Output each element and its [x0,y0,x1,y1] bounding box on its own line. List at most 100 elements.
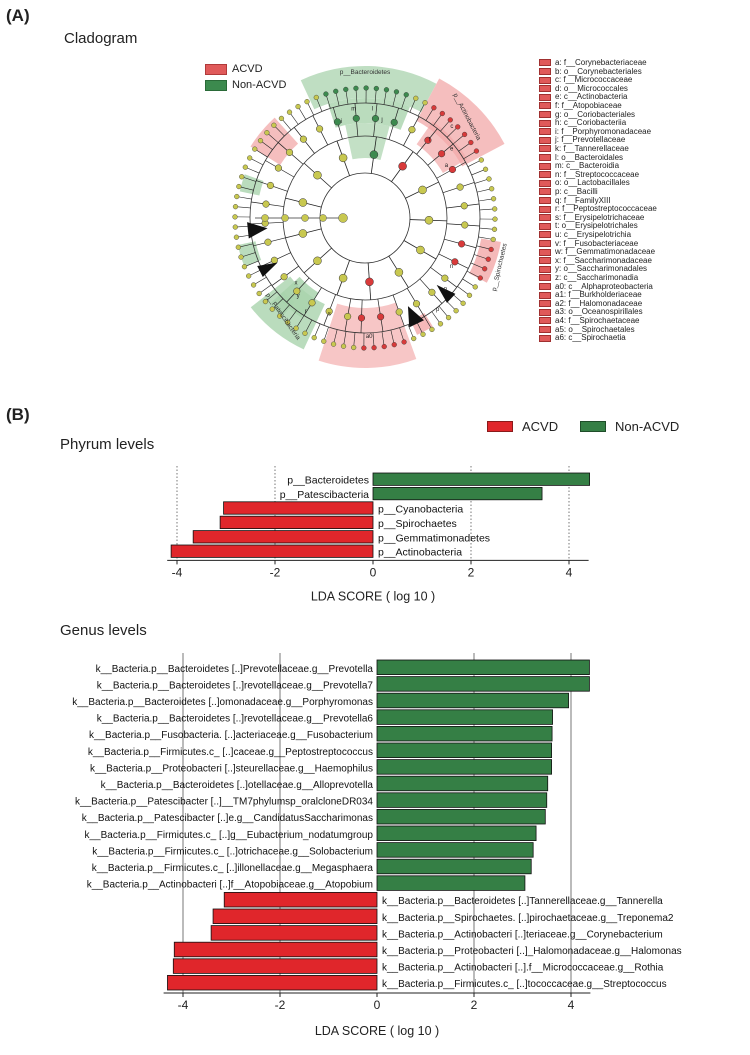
lda-bar [376,692,569,709]
clade-key-item: x: f__Saccharimonadaceae [539,256,652,265]
leaf-node [246,273,252,279]
clade-key-item: a5: o__Spirochaetales [539,325,635,334]
lda-bar [376,792,548,808]
leaf-branch [353,332,356,346]
root-spoke-node [281,214,289,222]
leaf-node [490,196,497,202]
leaf-branch [246,260,259,267]
clade-letter: j [380,117,382,123]
genus-chart-title: Genus levels [60,622,147,639]
leaf-branch [316,99,323,112]
leaf-node [403,92,409,98]
clade-key-item: a1: f__Burkholderiaceae [539,290,642,299]
clade-letter: y [297,294,300,300]
clade-key-swatch [539,282,551,290]
leaf-branch [326,95,331,109]
x-tick-label: 2 [468,565,475,579]
cladogram-legend-swatch-nonacvd [205,80,227,91]
x-tick-label: -4 [178,998,189,1012]
genus-lda-chart: k__Bacteria.p__Bacteroidetes [..]Prevote… [72,653,682,1038]
clade-key-swatch [539,308,551,316]
leaf-branch [478,236,492,240]
clade-key-item: o: o__Lactobacillales [539,178,630,187]
lda-bar-label: k__Bacteria.p__Patescibacter [..]e.g__Ca… [82,813,373,824]
leaf-node [293,325,299,331]
leaf-branch [343,331,347,345]
leaf-node [330,341,337,347]
leaf-node [447,117,453,123]
leaf-branch [355,90,358,104]
clade-letter: o [444,286,448,292]
clade-key-text: z: c__Saccharimonadia [555,273,639,282]
sector-bacteroidales [345,123,390,161]
mid-node [371,114,380,123]
lda-bar-label: p__Bacteroidetes [287,475,369,487]
leaf-node [321,338,327,344]
root-spoke-node [301,214,309,222]
clade-key-swatch [539,67,551,75]
clade-letter: a [445,163,449,169]
clade-key-text: f: f__Atopobiaceae [555,101,622,110]
leaf-node [491,226,498,232]
outer-ring [249,102,481,334]
clade-key-text: a: f__Corynebacteriaceae [555,58,647,67]
leaf-branch [256,149,268,158]
leaf-node [232,204,239,210]
leaf-node [239,174,245,180]
leaf-node [477,275,483,281]
inner-node [365,277,374,287]
clade-key-text: a0: c__Alphaproteobacteria [555,281,653,291]
sector-saccharimonadia [277,276,319,319]
clade-key-swatch [539,110,551,118]
lda-legend-swatch-acvd [487,421,513,432]
phylum-lda-chart: p__Bacteroidetes p__Patescibacteria p__Cya… [167,466,590,603]
lda-bar [170,544,374,558]
leaf-node [490,236,496,243]
leaf-branch [333,329,338,343]
clade-key-text: d: o__Micrococcales [555,83,628,93]
x-axis-label: LDA SCORE ( log 10 ) [315,1024,439,1038]
leaf-branch [372,332,375,346]
leaf-node [236,183,242,190]
leaf-branch [423,316,432,328]
leaf-node [391,342,397,348]
lda-bar-label: k__Bacteria.p__Bacteroidetes [..]omonada… [72,697,373,708]
lda-bar-label: k__Bacteria.p__Firmicutes.c_ [..]g__Euba… [85,830,374,841]
clade-key-item: d: o__Micrococcales [539,84,628,93]
mid-node [325,307,333,315]
leaf-node [371,345,377,351]
leaf-branch [296,315,305,327]
lda-bar [173,941,378,958]
clade-key-swatch [539,85,551,93]
leaf-node [238,254,244,260]
clade-key-swatch [539,196,551,204]
cladogram-sector-label: p__Bacteroidetes [340,69,391,76]
clade-key-item: k: f__Tannerellaceae [539,144,629,153]
leaf-node [269,306,275,312]
x-tick-label: 0 [370,565,377,579]
leaf-node [492,216,498,222]
leaf-node [383,87,390,93]
leaf-node [311,335,317,341]
leaf-branch [457,286,469,295]
lda-bar-label: k__Bacteria.p__Spirochaetes. [..]pirocha… [382,913,674,924]
clade-key-item: p: c__Bacilli [539,187,598,196]
clade-letter: x [294,281,297,287]
leaf-node [343,86,349,93]
clade-key-swatch [539,325,551,333]
leaf-branch [251,158,264,166]
mid-node [344,312,352,321]
leaf-node [413,95,419,101]
leaf-node [488,246,494,253]
inner-node [394,268,404,277]
leaf-node [401,339,407,345]
lda-legend-swatch-nonacvd [580,421,606,432]
clade-letter: c [450,124,453,130]
clade-key-text: g: o__Coriobacteriales [555,109,636,119]
mid-node [390,118,398,126]
clade-letter: f [428,137,430,143]
lda-bar [376,858,532,875]
clade-key-text: x: f__Saccharimonadaceae [555,255,652,265]
inner-node [398,161,407,171]
clade-key-text: a6: c__Spirochaetia [555,333,626,343]
